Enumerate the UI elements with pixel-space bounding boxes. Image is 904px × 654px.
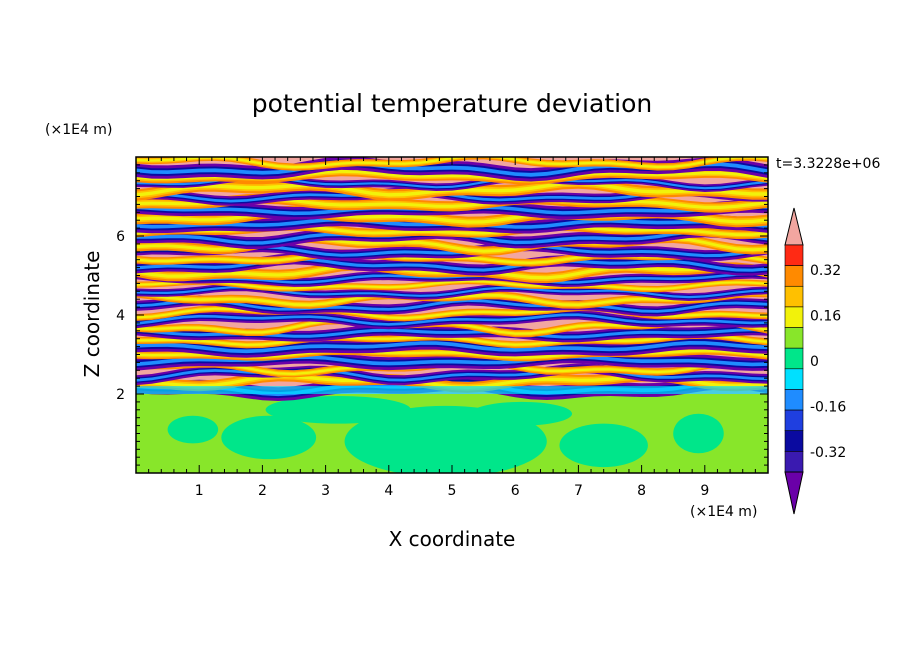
positive-band [136, 374, 768, 389]
negative-band [136, 175, 768, 190]
transition-strip [136, 386, 768, 394]
y-unit-label: (×1E4 m) [45, 122, 112, 138]
colorbar-tick-label: -0.16 [810, 400, 846, 416]
lower-patch [470, 401, 573, 426]
positive-band [136, 331, 768, 349]
axis-ticks [136, 157, 769, 473]
colorbar-box [784, 451, 804, 473]
negative-band [136, 341, 768, 354]
y-tick-label: 2 [116, 387, 125, 403]
x-axis-label: X coordinate [389, 527, 516, 551]
colorbar-box [784, 265, 804, 287]
y-tick-label: 6 [116, 229, 125, 245]
colorbar-box [784, 285, 804, 308]
colorbar-box [784, 244, 804, 266]
negative-band [136, 257, 768, 272]
plot-area [135, 156, 769, 474]
negative-band [136, 299, 768, 313]
x-tick-label: 9 [700, 483, 709, 499]
colorbar-top-arrow [784, 207, 804, 246]
lower-patch [221, 415, 317, 460]
lower-patch [265, 395, 411, 424]
colorbar-box [784, 327, 804, 349]
field-contours [136, 157, 768, 473]
x-tick-label: 2 [258, 483, 267, 499]
x-tick-label: 7 [574, 483, 583, 499]
negative-band [136, 286, 768, 299]
x-tick-label: 8 [637, 483, 646, 499]
lower-patch [167, 415, 219, 444]
negative-band [136, 244, 768, 258]
colorbar-box [784, 409, 804, 432]
time-label: t=3.3228e+06 [776, 156, 880, 172]
y-tick-label: 4 [116, 308, 125, 324]
positive-band [136, 316, 768, 338]
colorbar-box [784, 306, 804, 328]
positive-band [136, 291, 768, 307]
colorbar-box [784, 368, 804, 390]
colorbar-tick-label: 0.32 [810, 263, 841, 279]
colorbar-tick-label: 0 [810, 354, 819, 370]
colorbar-tick-label: 0.16 [810, 309, 841, 325]
colorbar-tick-labels: 0.32 0.16 0 -0.16 -0.32 [810, 263, 846, 461]
positive-band [136, 280, 768, 291]
x-tick-labels: 1 2 3 4 5 6 7 8 9 [195, 483, 710, 499]
positive-band [136, 290, 768, 308]
x-tick-label: 4 [384, 483, 393, 499]
colorbar-box [784, 347, 804, 370]
x-tick-label: 5 [448, 483, 457, 499]
x-tick-label: 3 [321, 483, 330, 499]
negative-band [136, 272, 768, 284]
colorbar-bottom-arrow [784, 471, 804, 515]
positive-band [136, 224, 768, 236]
colorbar-tick-label: -0.32 [810, 445, 846, 461]
positive-band [136, 359, 768, 377]
y-tick-labels: 2 4 6 [116, 229, 125, 403]
x-unit-label: (×1E4 m) [690, 504, 757, 520]
negative-band [136, 227, 768, 247]
positive-band [136, 209, 768, 224]
negative-band [136, 225, 768, 249]
y-axis-label: Z coordinate [80, 251, 104, 378]
negative-band [136, 328, 768, 339]
lower-patch [673, 413, 724, 454]
colorbar-box [784, 389, 804, 411]
chart-title: potential temperature deviation [252, 89, 652, 118]
x-tick-label: 6 [511, 483, 520, 499]
negative-band [136, 313, 768, 326]
lower-patch [559, 423, 648, 468]
colorbar-box [784, 430, 804, 452]
colorbar [784, 207, 804, 515]
x-tick-label: 1 [195, 483, 204, 499]
negative-band [136, 190, 768, 203]
